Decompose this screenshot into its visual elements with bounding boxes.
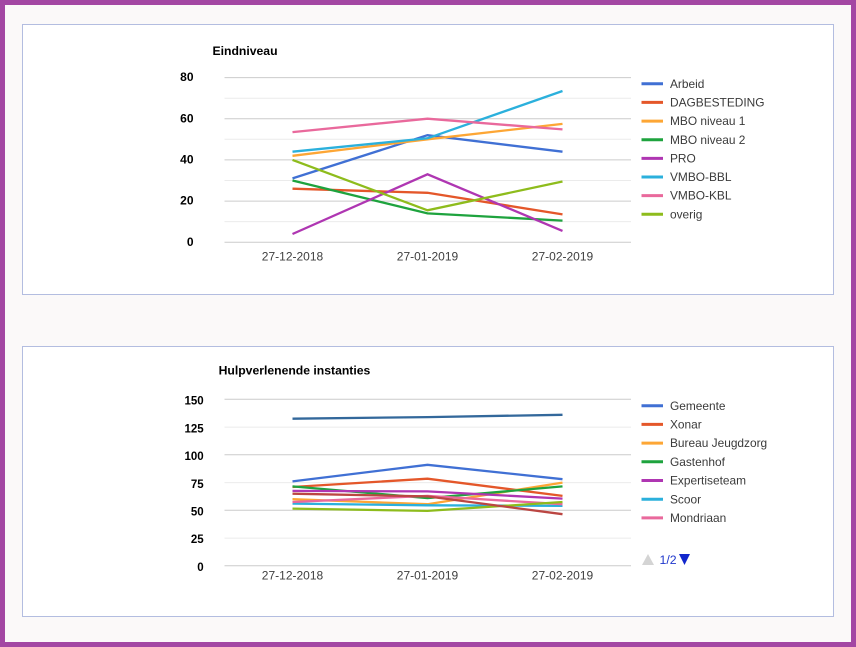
svg-text:40: 40 xyxy=(180,153,194,167)
svg-text:Bureau Jeugdzorg: Bureau Jeugdzorg xyxy=(670,436,767,450)
svg-text:125: 125 xyxy=(185,423,205,435)
svg-text:VMBO-BBL: VMBO-BBL xyxy=(670,170,732,184)
svg-text:Arbeid: Arbeid xyxy=(670,77,704,91)
svg-text:DAGBESTEDING: DAGBESTEDING xyxy=(670,96,764,110)
svg-text:25: 25 xyxy=(191,534,204,546)
svg-text:Xonar: Xonar xyxy=(670,418,702,432)
svg-text:Gemeente: Gemeente xyxy=(670,399,726,413)
svg-text:27-12-2018: 27-12-2018 xyxy=(262,250,324,264)
svg-text:0: 0 xyxy=(197,562,203,574)
svg-text:27-12-2018: 27-12-2018 xyxy=(262,569,324,583)
svg-text:overig: overig xyxy=(670,207,702,221)
svg-text:Hulpverlenende instanties: Hulpverlenende instanties xyxy=(219,363,371,377)
svg-text:27-02-2019: 27-02-2019 xyxy=(532,569,594,583)
svg-text:MBO niveau 1: MBO niveau 1 xyxy=(670,114,746,128)
svg-text:0: 0 xyxy=(187,235,194,249)
svg-text:27-02-2019: 27-02-2019 xyxy=(532,250,594,264)
svg-text:27-01-2019: 27-01-2019 xyxy=(397,250,459,264)
svg-text:80: 80 xyxy=(180,70,194,84)
svg-text:150: 150 xyxy=(185,396,204,408)
svg-text:50: 50 xyxy=(191,507,204,519)
svg-text:MBO niveau 2: MBO niveau 2 xyxy=(670,133,746,147)
svg-text:20: 20 xyxy=(180,194,194,208)
svg-text:Expertiseteam: Expertiseteam xyxy=(670,474,746,488)
svg-text:60: 60 xyxy=(180,111,194,125)
svg-text:100: 100 xyxy=(185,451,204,463)
svg-text:VMBO-KBL: VMBO-KBL xyxy=(670,189,732,203)
svg-text:75: 75 xyxy=(191,479,204,491)
svg-text:Eindniveau: Eindniveau xyxy=(213,44,278,58)
svg-text:27-01-2019: 27-01-2019 xyxy=(397,569,459,583)
svg-text:PRO: PRO xyxy=(670,152,696,166)
svg-text:1/2: 1/2 xyxy=(660,553,677,567)
svg-text:Gastenhof: Gastenhof xyxy=(670,455,726,469)
svg-text:Mondriaan: Mondriaan xyxy=(670,511,726,525)
svg-text:Scoor: Scoor xyxy=(670,492,701,506)
